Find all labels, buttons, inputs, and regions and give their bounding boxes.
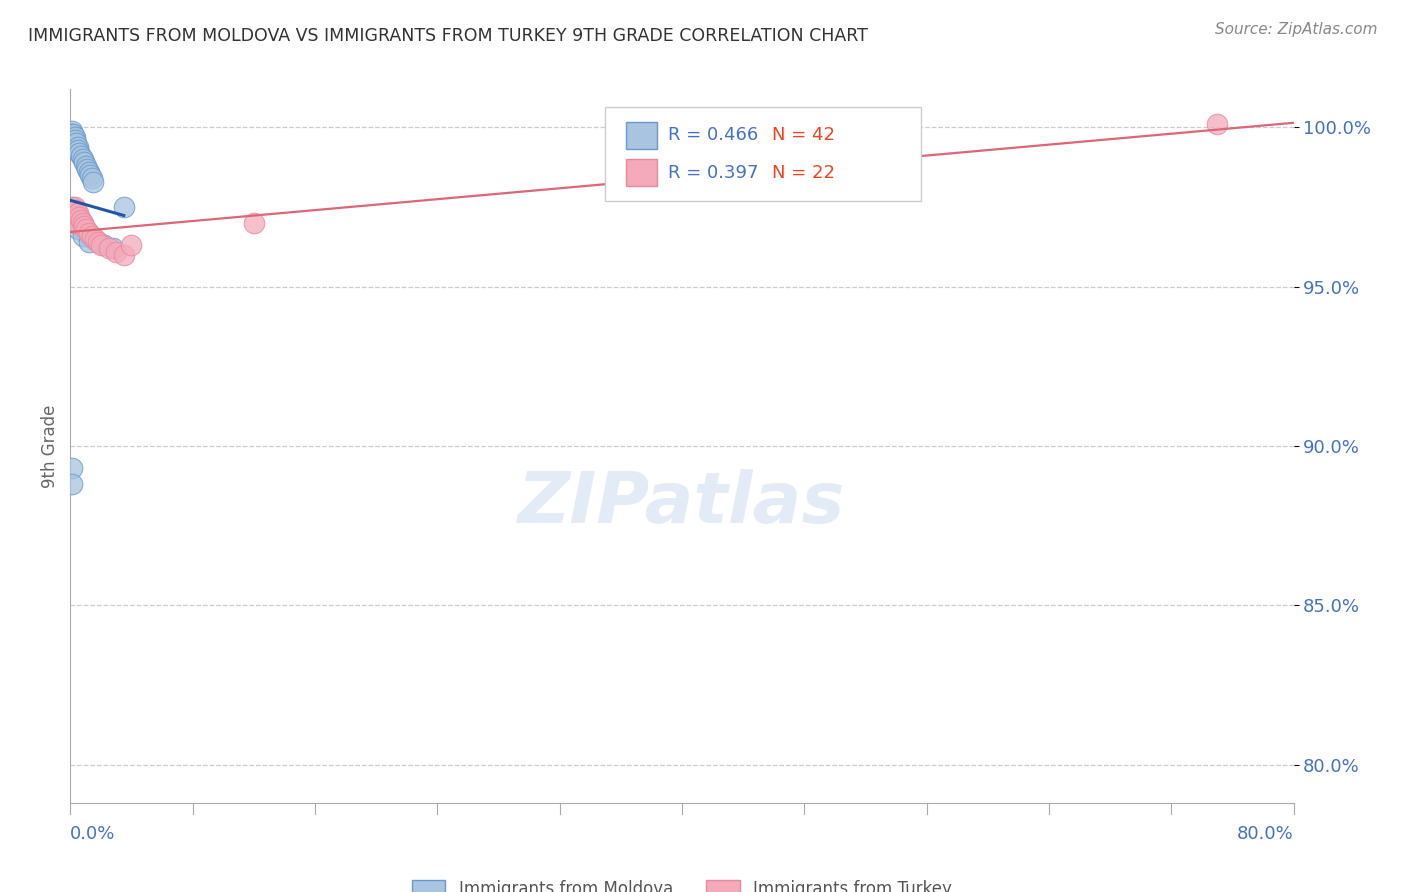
Point — [69, 145, 91, 160]
Point — [93, 238, 115, 252]
Point — [60, 461, 83, 475]
Point — [60, 127, 83, 141]
Point — [82, 232, 104, 246]
Point — [72, 216, 94, 230]
Point — [112, 248, 135, 262]
Point — [80, 228, 103, 243]
Point — [70, 149, 93, 163]
Text: Source: ZipAtlas.com: Source: ZipAtlas.com — [1215, 22, 1378, 37]
Point — [77, 228, 100, 243]
Point — [62, 130, 84, 145]
Point — [121, 238, 143, 252]
Point — [60, 200, 83, 214]
Point — [77, 235, 100, 249]
Point — [97, 242, 120, 256]
Point — [62, 203, 84, 218]
Point — [60, 123, 83, 137]
Text: 0.0%: 0.0% — [70, 825, 115, 843]
Legend: Immigrants from Moldova, Immigrants from Turkey: Immigrants from Moldova, Immigrants from… — [405, 873, 959, 892]
Point — [62, 212, 84, 227]
Text: R = 0.466: R = 0.466 — [668, 127, 758, 145]
Point — [70, 212, 93, 227]
Point — [83, 232, 105, 246]
Point — [66, 139, 89, 153]
Point — [63, 200, 86, 214]
Point — [90, 238, 112, 252]
Text: N = 42: N = 42 — [772, 127, 835, 145]
Text: 80.0%: 80.0% — [1237, 825, 1294, 843]
Text: IMMIGRANTS FROM MOLDOVA VS IMMIGRANTS FROM TURKEY 9TH GRADE CORRELATION CHART: IMMIGRANTS FROM MOLDOVA VS IMMIGRANTS FR… — [28, 27, 868, 45]
Point — [60, 210, 83, 224]
Point — [62, 133, 84, 147]
Point — [66, 212, 89, 227]
Point — [66, 206, 89, 220]
Point — [63, 133, 86, 147]
Point — [63, 130, 86, 145]
Point — [65, 136, 87, 151]
Point — [80, 171, 103, 186]
Point — [75, 226, 97, 240]
Point — [65, 203, 87, 218]
Point — [105, 244, 128, 259]
Point — [73, 155, 96, 169]
Point — [243, 216, 266, 230]
Point — [112, 200, 135, 214]
Point — [72, 222, 94, 236]
Point — [63, 206, 86, 220]
Point — [66, 143, 89, 157]
Text: R = 0.397: R = 0.397 — [668, 163, 758, 181]
Text: ZIPatlas: ZIPatlas — [519, 468, 845, 538]
Point — [76, 161, 98, 176]
Text: N = 22: N = 22 — [772, 163, 835, 181]
Point — [77, 226, 100, 240]
Point — [87, 235, 110, 249]
Point — [72, 153, 94, 167]
Point — [101, 242, 124, 256]
Point — [62, 127, 84, 141]
Point — [72, 228, 94, 243]
Point — [77, 165, 100, 179]
Point — [65, 210, 87, 224]
Point — [62, 210, 84, 224]
Y-axis label: 9th Grade: 9th Grade — [41, 404, 59, 488]
Point — [69, 210, 91, 224]
Point — [79, 168, 101, 182]
Point — [87, 235, 110, 249]
Point — [69, 216, 91, 230]
Point — [63, 216, 86, 230]
Point — [75, 222, 97, 236]
Point — [1206, 117, 1229, 131]
Point — [70, 219, 93, 234]
Point — [63, 216, 86, 230]
Point — [66, 222, 89, 236]
Point — [60, 477, 83, 491]
Point — [82, 175, 104, 189]
Point — [73, 219, 96, 234]
Point — [75, 159, 97, 173]
